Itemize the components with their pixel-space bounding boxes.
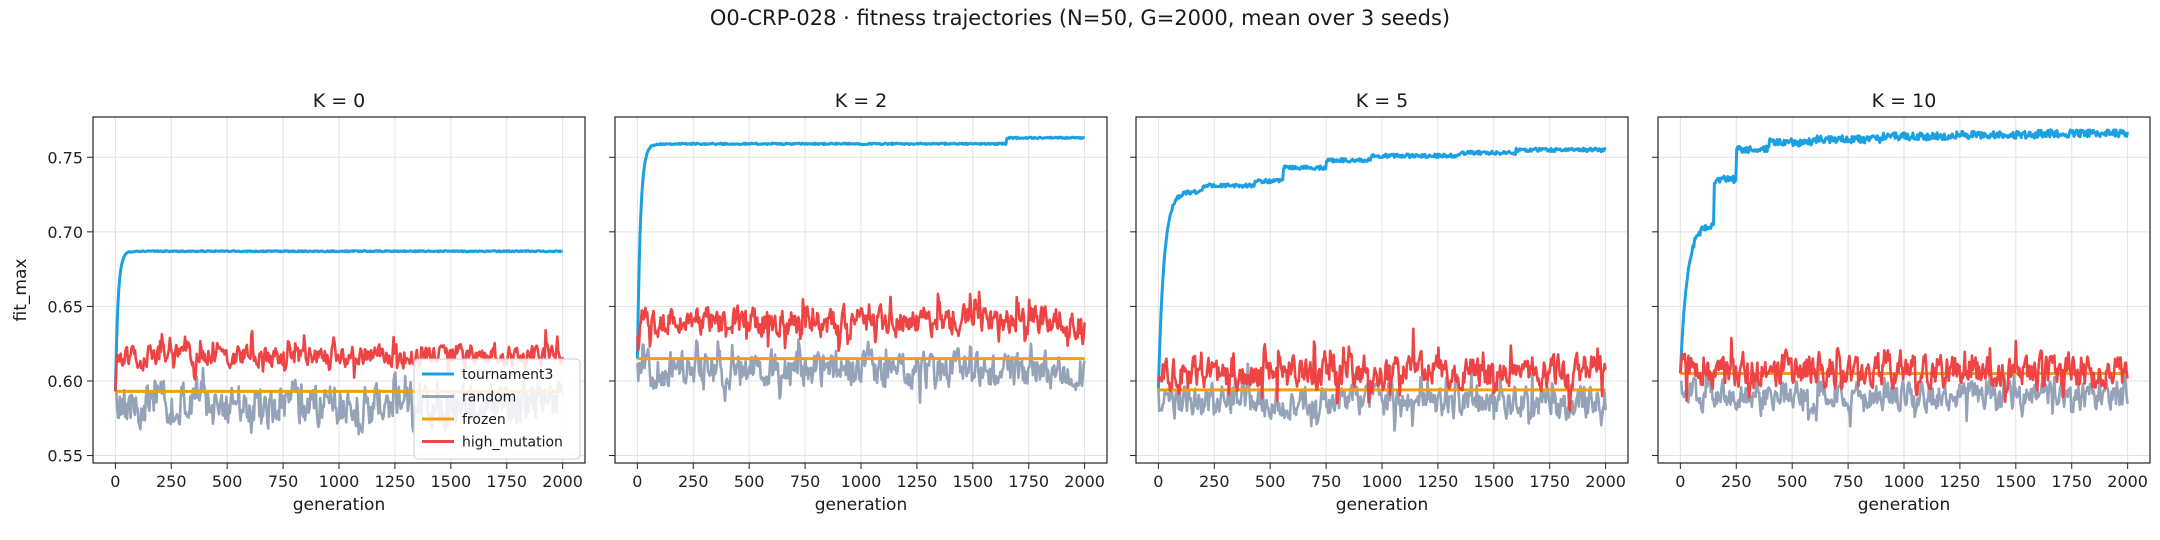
series-line-tournament3	[635, 135, 1086, 359]
x-tick-label: 250	[678, 472, 709, 491]
panel-3: 0 250 500 750 1000 1250 1500 1750 2000 K = 5 gener…	[1130, 90, 1629, 515]
plot-area	[1678, 128, 2130, 428]
x-axis-label: generation	[1336, 495, 1428, 515]
x-tick-label: 750	[1311, 472, 1342, 491]
x-tick-label: 0	[110, 472, 120, 491]
panel-1: 0 250 500 750 1000 1250 1500 1750 2000 0.55 0.60 0.…	[11, 90, 586, 515]
series-line-high_mutation	[636, 290, 1086, 352]
y-tick-label: 0.70	[47, 223, 83, 242]
x-tick-label: 500	[212, 472, 243, 491]
y-tick-label: 0.55	[47, 447, 83, 466]
legend: tournament3 random frozen high_mutation	[413, 358, 581, 460]
x-tick-label: 500	[1255, 472, 1286, 491]
x-tick-label: 1000	[841, 472, 882, 491]
x-tick-label: 1000	[1362, 472, 1403, 491]
x-tick-label: 1250	[1418, 472, 1459, 491]
series-line-random	[1679, 366, 2129, 428]
x-axis-label: generation	[815, 495, 907, 515]
series-line-random	[1157, 362, 1607, 432]
y-tick-label: 0.65	[47, 297, 83, 316]
legend-label-frozen: frozen	[462, 412, 506, 428]
y-tick-label: 0.60	[47, 372, 83, 391]
panel-title: K = 0	[313, 90, 366, 112]
panel-4: 0 250 500 750 1000 1250 1500 1750 2000 K = 10 gene…	[1652, 90, 2151, 515]
panel-title: K = 10	[1872, 90, 1937, 112]
x-tick-label: 2000	[1585, 472, 1626, 491]
x-tick-label: 1250	[1940, 472, 1981, 491]
x-tick-label: 1000	[1884, 472, 1925, 491]
x-axis-label: generation	[293, 495, 385, 515]
x-tick-label: 750	[790, 472, 821, 491]
series-line-tournament3	[1678, 128, 2130, 374]
legend-label-tournament3: tournament3	[462, 367, 553, 383]
x-tick-label: 1750	[486, 472, 527, 491]
panel-title: K = 2	[835, 90, 888, 112]
x-tick-label: 1500	[1995, 472, 2036, 491]
x-tick-label: 250	[1721, 472, 1752, 491]
x-tick-label: 2000	[542, 472, 583, 491]
x-tick-label: 1750	[1529, 472, 1570, 491]
legend-box	[413, 358, 581, 460]
x-tick-label: 250	[156, 472, 187, 491]
series-line-high_mutation	[1157, 327, 1607, 412]
x-tick-label: 2000	[2107, 472, 2148, 491]
legend-label-high_mutation: high_mutation	[462, 435, 563, 451]
x-tick-label: 1750	[2051, 472, 2092, 491]
plot-area	[1156, 146, 1607, 432]
y-tick-label: 0.75	[47, 148, 83, 167]
x-tick-label: 1500	[1473, 472, 1514, 491]
panel-2: 0 250 500 750 1000 1250 1500 1750 2000 K = 2 gener…	[609, 90, 1108, 515]
x-tick-label: 0	[1675, 472, 1685, 491]
x-tick-label: 750	[268, 472, 299, 491]
plot-area	[635, 135, 1086, 404]
legend-label-random: random	[462, 390, 516, 406]
y-axis-label: fit_max	[11, 259, 31, 322]
x-tick-label: 1250	[897, 472, 938, 491]
series-line-tournament3	[1156, 146, 1607, 389]
x-tick-label: 1500	[430, 472, 471, 491]
x-tick-label: 500	[1777, 472, 1808, 491]
x-tick-label: 1500	[952, 472, 993, 491]
x-tick-label: 250	[1199, 472, 1230, 491]
x-tick-label: 750	[1833, 472, 1864, 491]
x-tick-label: 500	[734, 472, 765, 491]
series-line-tournament3	[113, 249, 564, 392]
x-tick-label: 0	[632, 472, 642, 491]
series-line-random	[636, 338, 1086, 404]
x-axis-label: generation	[1858, 495, 1950, 515]
figure-title: O0-CRP-028 · fitness trajectories (N=50,…	[709, 6, 1451, 30]
x-tick-label: 0	[1153, 472, 1163, 491]
x-tick-label: 1000	[319, 472, 360, 491]
panel-title: K = 5	[1356, 90, 1409, 112]
x-tick-label: 2000	[1064, 472, 1105, 491]
x-tick-label: 1250	[375, 472, 416, 491]
series-line-high_mutation	[1679, 336, 2129, 404]
x-tick-label: 1750	[1008, 472, 1049, 491]
